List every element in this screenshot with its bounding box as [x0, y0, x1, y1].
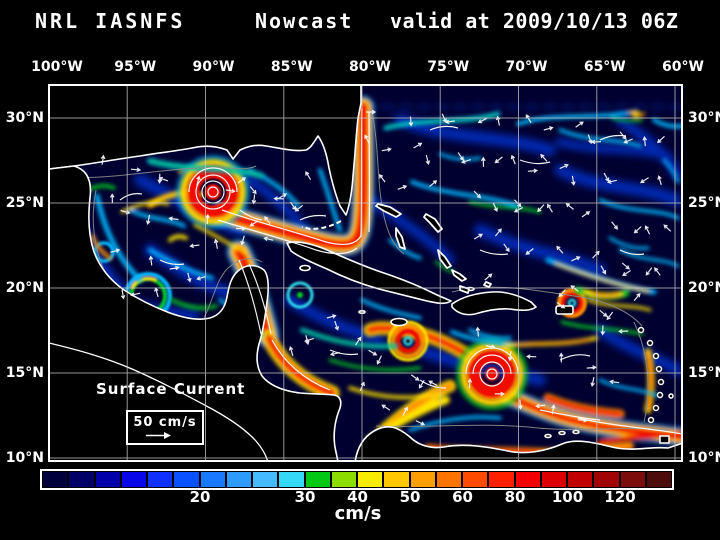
lat-tick-label: 25°N [688, 195, 720, 211]
title-model: NRL IASNFS [35, 9, 186, 33]
colorbar-cell [305, 472, 330, 487]
islands-lesser-antilles [637, 326, 674, 444]
lat-tick-label: 30°N [688, 110, 720, 126]
colorbar-cell [358, 472, 383, 487]
lon-tick-label: 100°W [31, 59, 83, 75]
island-isle-of-youth [299, 264, 311, 272]
lat-tick-label: 20°N [5, 280, 44, 296]
vector-scale-value: 50 cm/s [133, 415, 197, 430]
lon-tick-label: 65°W [583, 59, 626, 75]
small-eddies [93, 241, 587, 362]
lat-tick-label: 15°N [688, 365, 720, 381]
colorbar-unit-label: cm/s [334, 503, 382, 524]
colorbar-cell [174, 472, 199, 487]
title-product: Nowcast [255, 9, 354, 33]
island-hispaniola [451, 291, 537, 316]
lon-tick-label: 70°W [505, 59, 548, 75]
colorbar-cell [95, 472, 120, 487]
colorbar-cell [410, 472, 435, 487]
island-jamaica [390, 317, 408, 327]
colorbar-tick-label: 80 [504, 488, 526, 506]
colorbar-cell [331, 472, 356, 487]
lat-tick-label: 10°N [5, 450, 44, 466]
grid-lines [49, 85, 682, 461]
lat-tick-label: 15°N [5, 365, 44, 381]
colorbar-cell [620, 472, 645, 487]
colorbar-cell [226, 472, 251, 487]
island-trinidad [659, 435, 670, 444]
caribbean-eddy [456, 338, 528, 410]
colorbar-cell [594, 472, 619, 487]
colorbar-cell [43, 472, 68, 487]
lon-tick-label: 95°W [114, 59, 157, 75]
lat-tick-label: 25°N [5, 195, 44, 211]
current-vectors [100, 109, 672, 426]
colorbar-cell [646, 472, 671, 487]
colorbar-tick-label: 50 [399, 488, 421, 506]
island-puerto-rico [555, 305, 574, 315]
lon-tick-label: 60°W [662, 59, 704, 75]
lat-tick-label: 10°N [688, 450, 720, 466]
vector-scale-box: 50 cm/s [126, 410, 204, 445]
land-south-america [354, 425, 682, 461]
colorbar-cell [384, 472, 409, 487]
colorbar-cell [436, 472, 461, 487]
lon-tick-label: 75°W [427, 59, 470, 75]
colorbar-cell [148, 472, 173, 487]
colorbar-cell [253, 472, 278, 487]
title-valid: valid at 2009/10/13 06Z [390, 9, 679, 33]
colorbar-cell [568, 472, 593, 487]
map-frame [48, 84, 683, 462]
surface-current-label: Surface Current [96, 380, 246, 398]
lon-tick-label: 80°W [349, 59, 391, 75]
colorbar [40, 469, 674, 490]
colorbar-tick-label: 100 [551, 488, 584, 506]
scale-arrow-icon [146, 432, 171, 439]
colorbar-cell [541, 472, 566, 487]
colorbar-cell [515, 472, 540, 487]
colorbar-cell [121, 472, 146, 487]
colorbar-cell [463, 472, 488, 487]
land-mexico-central-america [49, 165, 342, 461]
colorbar-tick-label: 60 [452, 488, 473, 506]
lon-tick-label: 90°W [192, 59, 235, 75]
colorbar-cell [200, 472, 225, 487]
lat-tick-label: 20°N [688, 280, 720, 296]
colorbar-tick-label: 30 [294, 488, 316, 506]
colorbar-tick-label: 40 [347, 488, 368, 506]
colorbar-tick-label: 120 [604, 488, 636, 506]
colorbar-cell [69, 472, 94, 487]
colorbar-tick-label: 20 [189, 488, 211, 506]
colorbar-cell [489, 472, 514, 487]
florida-keys [301, 220, 342, 231]
lat-tick-label: 30°N [5, 110, 44, 126]
colorbar-cell [279, 472, 304, 487]
coastline-pacific [49, 342, 269, 461]
lon-tick-label: 85°W [270, 59, 313, 75]
